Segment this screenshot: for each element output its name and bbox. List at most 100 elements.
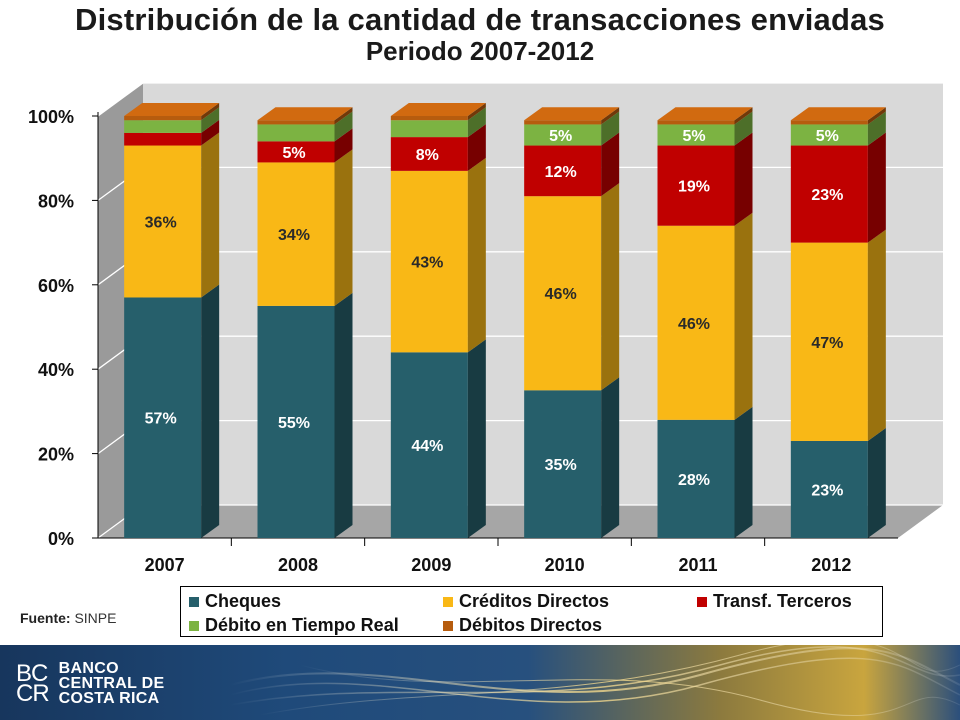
x-tick-label: 2012	[811, 555, 851, 575]
bar-segment-side	[467, 157, 486, 353]
y-tick-label: 40%	[38, 360, 74, 380]
data-label: 19%	[678, 179, 710, 196]
legend-label: Débito en Tiempo Real	[205, 615, 399, 635]
bar-segment	[124, 132, 202, 146]
data-label: 8%	[416, 147, 439, 164]
gridline	[97, 82, 943, 117]
bar-segment	[790, 120, 868, 125]
data-label: 46%	[678, 316, 710, 333]
legend-swatch	[189, 620, 199, 631]
bar-segment	[124, 120, 202, 133]
bar-segment-side	[467, 339, 486, 538]
bar-segment	[790, 242, 868, 441]
bar-segment	[790, 124, 868, 146]
data-label: 12%	[545, 164, 577, 181]
source-label: Fuente:	[20, 610, 71, 626]
x-tick-label: 2010	[545, 555, 585, 575]
bar-segment	[124, 297, 202, 538]
bar-segment	[524, 196, 602, 391]
x-tick-label: 2011	[678, 555, 717, 575]
bar-segment	[257, 141, 335, 163]
bar-segment-side	[201, 107, 220, 133]
bar-segment	[390, 120, 468, 138]
bar-segment-side	[601, 377, 620, 538]
y-tick-label: 80%	[38, 191, 74, 211]
bar-segment-side	[734, 132, 753, 226]
data-label: 43%	[411, 255, 443, 272]
bar-segment	[124, 116, 202, 121]
chart-legend: Cheques Créditos Directos Transf. Terceros…	[180, 586, 883, 637]
bar-segment-side	[334, 111, 353, 142]
footer-banner: BC CR BANCO CENTRAL DE COSTA RICA	[0, 645, 960, 720]
bar-segment-side	[734, 107, 753, 125]
legend-item: Transf. Terceros	[697, 591, 852, 612]
x-tick-label: 2008	[278, 555, 318, 575]
data-label: 35%	[545, 457, 577, 474]
bank-logo: BC CR BANCO CENTRAL DE COSTA RICA	[16, 659, 165, 707]
legend-swatch	[443, 620, 453, 631]
bar-segment-side	[734, 406, 753, 538]
bar-segment-side	[601, 183, 620, 391]
data-label: 23%	[811, 187, 843, 204]
y-tick-label: 100%	[28, 107, 74, 127]
bank-name: BANCO CENTRAL DE COSTA RICA	[58, 661, 165, 707]
bar-segment	[390, 352, 468, 538]
legend-swatch	[189, 596, 199, 607]
bar-segment-side	[334, 292, 353, 538]
bar-top	[657, 107, 753, 121]
bar-segment-side	[734, 111, 753, 146]
bar-segment	[657, 225, 735, 420]
bar-segment-side	[201, 284, 220, 538]
bank-name-line-2: CENTRAL DE	[58, 675, 165, 692]
bar-segment-side	[601, 107, 620, 125]
legend-item: Débitos Directos	[443, 615, 602, 636]
data-label: 5%	[816, 128, 839, 145]
data-label: 34%	[278, 227, 310, 244]
bar-segment	[524, 145, 602, 197]
bar-segment-side	[201, 132, 220, 298]
bar-segment	[257, 120, 335, 125]
y-tick-label: 60%	[38, 276, 74, 296]
bar-segment	[390, 137, 468, 171]
data-label: 5%	[282, 145, 305, 162]
bar-segment-side	[201, 103, 220, 121]
x-tick-label: 2009	[411, 555, 451, 575]
bar-segment	[390, 170, 468, 353]
bar-segment	[790, 440, 868, 538]
bar-segment-side	[467, 103, 486, 121]
legend-label: Cheques	[205, 591, 282, 611]
bar-segment-side	[334, 149, 353, 306]
chart-subtitle: Periodo 2007-2012	[365, 36, 595, 66]
bar-segment-side	[867, 111, 886, 146]
source-value: SINPE	[74, 610, 117, 626]
bar-segment-side	[467, 124, 486, 171]
stacked-bar-chart: 0% 20% 40% 60% 80% 100% 57% 36% 2007 55% 34% 5% 2008…	[28, 82, 943, 575]
bar-segment-side	[467, 107, 486, 138]
bank-name-line-3: COSTA RICA	[58, 690, 160, 707]
data-label: 5%	[682, 128, 705, 145]
bar-top	[124, 103, 220, 116]
bank-monogram-top: BC	[16, 659, 48, 687]
bar-segment	[657, 145, 735, 226]
bar-segment-side	[867, 229, 886, 441]
bar-segment	[257, 162, 335, 306]
bar-top	[790, 107, 886, 121]
bar-segment	[524, 124, 602, 146]
bar-segment-side	[867, 427, 886, 538]
bar-segment-side	[601, 111, 620, 146]
bar-segment-side	[867, 107, 886, 125]
bar-segment	[257, 305, 335, 538]
bar-top	[524, 107, 620, 121]
legend-label: Créditos Directos	[459, 591, 610, 611]
data-label: 23%	[811, 482, 843, 499]
bank-monogram: BC CR	[16, 659, 50, 707]
data-label: 28%	[678, 472, 710, 489]
legend-swatch	[697, 596, 707, 607]
bar-segment	[524, 390, 602, 538]
bar-segment	[524, 120, 602, 125]
data-label: 57%	[145, 411, 177, 428]
chart-title: Distribución de la cantidad de transacci…	[75, 2, 885, 37]
data-label: 55%	[278, 415, 310, 432]
source-note: Fuente: SINPE	[20, 610, 116, 626]
bank-monogram-bottom: CR	[16, 679, 50, 707]
